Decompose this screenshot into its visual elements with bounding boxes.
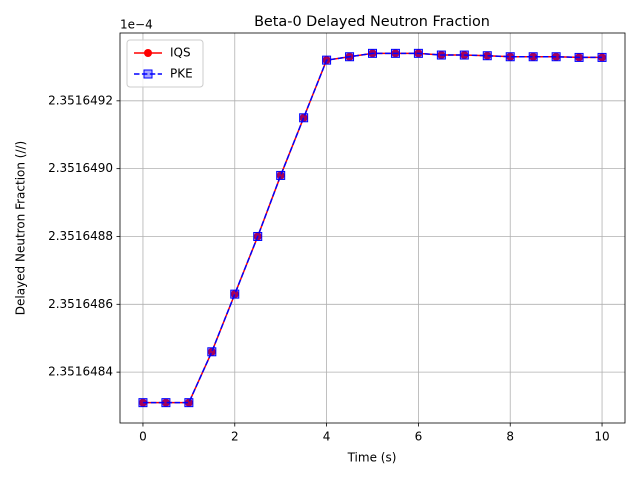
marker	[597, 52, 607, 62]
marker	[436, 50, 446, 60]
x-tick-label: 10	[594, 430, 609, 444]
y-tick-label: 2.3516486	[48, 297, 113, 311]
marker	[207, 347, 217, 357]
marker	[459, 50, 469, 60]
marker	[184, 398, 193, 407]
marker	[345, 52, 355, 62]
marker	[138, 398, 148, 408]
y-tick-label: 2.3516492	[48, 93, 113, 107]
marker	[368, 48, 377, 58]
y-axis-label: Delayed Neutron Fraction (//)	[14, 141, 28, 316]
marker	[529, 52, 538, 61]
marker	[574, 52, 584, 62]
chart-title: Beta-0 Delayed Neutron Fraction	[254, 14, 490, 30]
marker	[482, 51, 492, 61]
marker	[144, 49, 152, 57]
legend: IQS PKE	[126, 39, 204, 88]
series-line	[142, 52, 603, 404]
marker	[322, 55, 332, 65]
marker	[161, 398, 171, 408]
y-offset-label: 1e−4	[120, 18, 153, 32]
x-tick-label: 2	[231, 430, 239, 444]
y-tick-label: 2.3516488	[48, 229, 113, 243]
legend-label: IQS	[170, 46, 191, 60]
y-tick-label: 2.3516490	[48, 161, 113, 175]
marker	[161, 398, 170, 407]
marker	[390, 48, 400, 58]
marker	[551, 52, 561, 62]
x-axis-label: Time (s)	[347, 451, 397, 465]
marker	[184, 398, 194, 408]
marker	[276, 170, 286, 180]
plot-frame	[119, 32, 626, 424]
x-tick-label: 6	[415, 430, 423, 444]
marker	[276, 171, 285, 180]
y-tick-label: 2.3516484	[48, 365, 113, 379]
x-tick-label: 4	[323, 430, 331, 444]
marker	[207, 347, 216, 356]
marker	[413, 48, 423, 58]
legend-label: PKE	[170, 67, 193, 81]
marker	[230, 290, 239, 299]
marker	[143, 69, 153, 79]
x-tick-label: 0	[139, 430, 147, 444]
marker	[505, 52, 515, 62]
marker	[528, 52, 538, 62]
marker	[299, 113, 309, 123]
x-tick-label: 8	[506, 430, 514, 444]
marker	[506, 52, 515, 61]
marker	[483, 51, 492, 60]
marker	[253, 231, 263, 241]
marker	[230, 289, 240, 299]
